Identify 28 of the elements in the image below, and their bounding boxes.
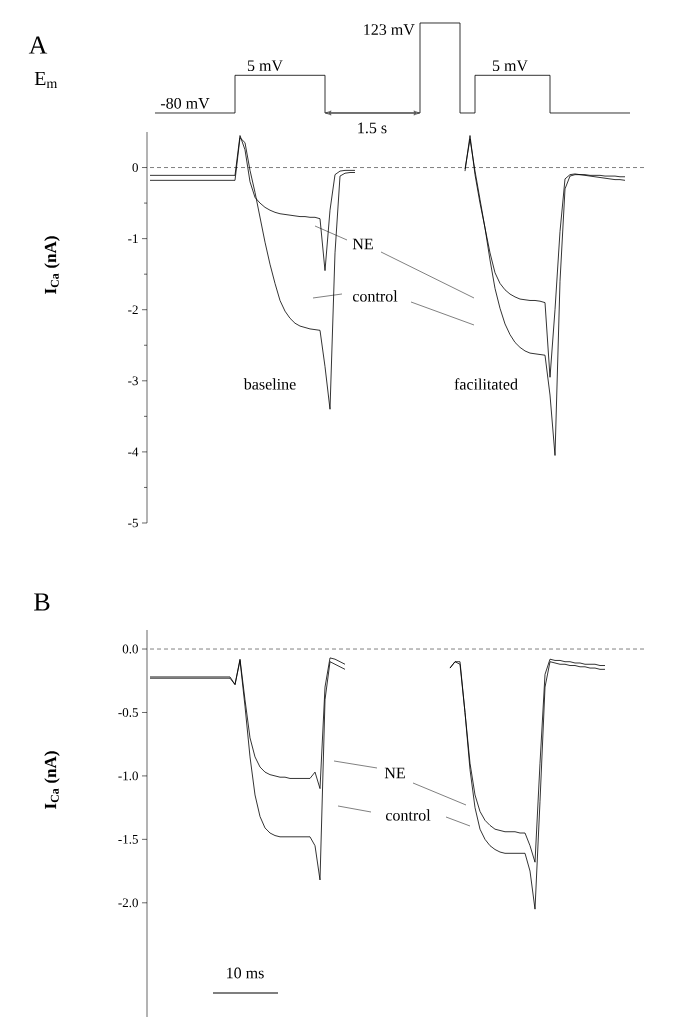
y-tick-label: -0.5: [118, 708, 138, 717]
annotation: 1.5 s: [358, 122, 387, 134]
data-label: 5 mV: [492, 60, 528, 72]
annotation: 10 ms: [227, 967, 264, 979]
chart-title: B: [34, 593, 50, 611]
legend-label: NE: [384, 767, 405, 779]
y-tick-label: 0.0: [122, 644, 138, 654]
y-axis-title: I$_{Ca}$ (nA): [44, 236, 60, 294]
y-axis-title: I$_{Ca}$ (nA): [44, 751, 60, 809]
legend-label: control: [385, 809, 431, 821]
data-label: 123 mV: [364, 24, 415, 36]
chart-title: A: [28, 36, 48, 54]
y-tick-label: -5: [128, 518, 138, 528]
legend-label: NE: [352, 238, 373, 250]
data-label: -80 mV: [160, 97, 210, 109]
y-tick-label: -1: [128, 234, 138, 243]
y-tick-label: -2.0: [118, 898, 138, 908]
legend-label: control: [352, 290, 398, 302]
y-tick-label: -1.5: [118, 834, 138, 844]
y-axis-title: E$_{m}$: [34, 71, 58, 89]
y-tick-label: 0: [132, 163, 138, 172]
annotation: facilitated: [454, 378, 518, 390]
annotation: baseline: [243, 378, 296, 390]
y-tick-label: -2: [128, 305, 138, 315]
y-tick-label: -1.0: [118, 771, 138, 781]
y-tick-label: -4: [128, 447, 139, 457]
y-tick-label: -3: [128, 376, 138, 386]
data-label: 5 mV: [247, 60, 283, 72]
